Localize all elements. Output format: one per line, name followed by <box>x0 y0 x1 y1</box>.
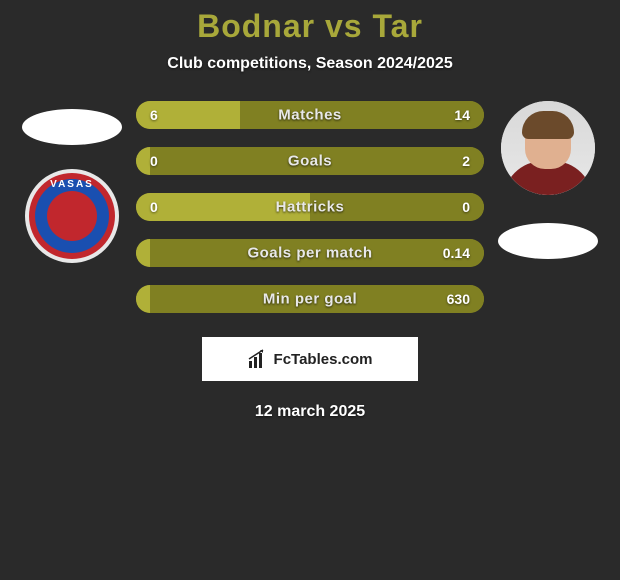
bar-chart-icon <box>248 349 268 369</box>
subtitle: Club competitions, Season 2024/2025 <box>0 55 620 73</box>
right-player-avatar <box>501 101 595 195</box>
stat-bars: 614Matches 02Goals 00Hattricks 0.14Goals pe… <box>136 101 484 313</box>
footer-date: 12 march 2025 <box>0 403 620 421</box>
left-top-ellipse <box>22 109 122 145</box>
crest-icon: VASAS <box>25 169 119 263</box>
page-title: Bodnar vs Tar <box>0 8 620 45</box>
stat-label: Hattricks <box>136 199 484 216</box>
stat-label: Goals per match <box>136 245 484 262</box>
stat-label: Min per goal <box>136 291 484 308</box>
stat-bar: 00Hattricks <box>136 193 484 221</box>
crest-text: VASAS <box>25 179 119 190</box>
footer-brand-text: FcTables.com <box>274 351 373 368</box>
stat-bar: 0.14Goals per match <box>136 239 484 267</box>
stat-bar: 02Goals <box>136 147 484 175</box>
left-club-crest: VASAS <box>25 169 119 263</box>
stat-bar: 614Matches <box>136 101 484 129</box>
comparison-infographic: Bodnar vs Tar Club competitions, Season … <box>0 0 620 421</box>
left-player-column: VASAS <box>22 101 122 263</box>
right-player-column <box>498 101 598 259</box>
stat-label: Goals <box>136 153 484 170</box>
main-row: VASAS 614Matches 02Goals 00Hattricks 0.14Go… <box>0 101 620 313</box>
stat-bar: 630Min per goal <box>136 285 484 313</box>
footer-brand-box: FcTables.com <box>202 337 418 381</box>
stat-label: Matches <box>136 107 484 124</box>
right-top-ellipse <box>498 223 598 259</box>
